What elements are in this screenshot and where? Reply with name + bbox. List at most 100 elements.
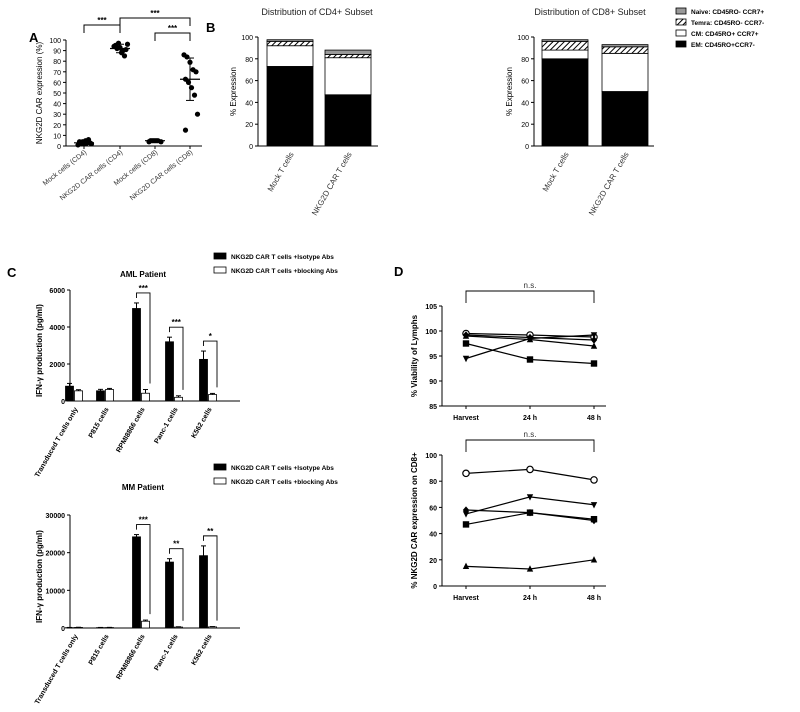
B-legend-label: CM: CD45RO+ CCR7+ — [691, 31, 759, 38]
C1-bar — [199, 358, 208, 402]
B1-title: Distribution of CD4+ Subset — [261, 7, 373, 17]
B2-y-tick-label: 0 — [525, 144, 529, 151]
C1-bar — [96, 390, 105, 402]
B1-y-tick-label: 80 — [245, 57, 253, 64]
C1-bar — [208, 394, 217, 402]
D1-data-point — [590, 336, 598, 344]
A-y-tick-label: 70 — [53, 70, 61, 77]
A-point — [123, 46, 129, 53]
B2-y-tick-label: 80 — [521, 57, 529, 64]
A-point — [193, 69, 199, 75]
A-sig-bracket-2-label: *** — [150, 9, 160, 18]
B1-y-tick-label: 100 — [241, 35, 253, 42]
D1-x-tick-label: 48 h — [587, 415, 601, 422]
D1-data-point — [462, 355, 470, 363]
C1-x-tick-label: Panc-1 cells — [153, 406, 179, 445]
C1-y-tick-label: 2000 — [49, 362, 65, 369]
C1-bar — [141, 392, 150, 402]
D2-data-point — [462, 562, 470, 570]
A-point — [88, 141, 95, 147]
D2-data-point — [462, 506, 470, 514]
B2-bar-segment — [541, 58, 589, 147]
D2-ns-bracket — [465, 439, 595, 452]
D1-data-point — [590, 360, 598, 367]
C1-y-label: IFN-γ production (pg/ml) — [35, 304, 44, 397]
B1-y-tick-label: 60 — [245, 79, 253, 86]
C1-bar — [174, 396, 183, 402]
D1-data-point — [590, 332, 598, 339]
B2-bar-segment — [601, 91, 649, 147]
C2-x-tick-label: Panc-1 cells — [153, 633, 179, 672]
C2-y-tick-label: 20000 — [46, 551, 66, 558]
A-point — [124, 41, 131, 47]
B1-y-label: % Expression — [229, 67, 238, 116]
C2-bar — [141, 620, 150, 629]
D2-y-tick-label: 60 — [429, 505, 437, 512]
C2-x-tick-label: Transduced T cells only — [34, 633, 80, 705]
A-point — [158, 139, 164, 145]
C1-x-tick-label: P815 cells — [88, 406, 111, 439]
B-legend-swatch — [675, 18, 687, 26]
C1-legend-swatch — [213, 252, 227, 260]
B-legend-label: Naive: CD45RO- CCR7+ — [691, 9, 764, 16]
B-legend-label: Temra: CD45RO- CCR7- — [691, 20, 764, 27]
C2-sig-label: *** — [139, 516, 149, 525]
C2-y-tick-label: 0 — [61, 626, 65, 633]
D1-data-point — [526, 356, 534, 363]
B2-bar-segment — [601, 52, 649, 92]
A-y-tick-label: 40 — [53, 102, 61, 109]
C2-legend-swatch — [213, 477, 227, 485]
C2-sig-bracket — [136, 524, 151, 615]
C2-bar — [165, 561, 174, 629]
D1-x-tick-label: Harvest — [453, 415, 479, 422]
C2-legend-label: NKG2D CAR T cells +blocking Abs — [231, 479, 338, 486]
A-sig-bracket-2 — [119, 17, 191, 26]
B2-x-tick-label: NKG2D CAR T cells — [587, 151, 631, 218]
B1-bar-segment — [266, 40, 314, 47]
B1-bar-segment — [324, 54, 372, 59]
D2-y-tick-label: 100 — [425, 453, 437, 460]
D1-data-point — [590, 342, 598, 349]
B-legend-label: EM: CD45RO+CCR7- — [691, 42, 755, 49]
A-y-tick-label: 90 — [53, 49, 61, 56]
A-y-label: NKG2D CAR expression (%) — [35, 42, 44, 145]
A-point — [85, 137, 92, 143]
C1-x-tick-label: Transduced T cells only — [34, 406, 80, 478]
panel-label-d: D — [394, 264, 403, 279]
D1-y-tick-label: 90 — [429, 379, 437, 386]
C1-legend-swatch — [213, 266, 227, 274]
D2-x-tick-label: Harvest — [453, 595, 479, 602]
B2-y-tick-label: 100 — [517, 35, 529, 42]
panel-label-a: A — [29, 30, 39, 45]
A-point — [121, 53, 128, 59]
panel-label-c: C — [7, 265, 17, 280]
C2-sig-label: ** — [173, 540, 180, 549]
D2-x-tick-label: 48 h — [587, 595, 601, 602]
C1-sig-bracket — [203, 340, 218, 388]
B-legend-swatch — [675, 7, 687, 15]
D1-y-tick-label: 100 — [425, 329, 437, 336]
C2-x-tick-label: P815 cells — [88, 633, 111, 666]
C1-bar — [165, 341, 174, 402]
B1-y-tick-label: 40 — [245, 100, 253, 107]
D2-data-point — [462, 521, 470, 528]
B2-y-tick-label: 60 — [521, 79, 529, 86]
B2-x-tick-label: Mock T cells — [541, 151, 571, 194]
A-x-tick-label: NKG2D CAR cells (CD8) — [129, 149, 194, 202]
D2-data-point — [590, 502, 598, 509]
panel-label-b: B — [206, 20, 215, 35]
A-sig-bracket-3 — [154, 32, 191, 41]
B2-y-tick-label: 20 — [521, 122, 529, 129]
A-sig-bracket-3-label: *** — [168, 24, 178, 33]
A-point — [184, 54, 190, 60]
C1-bar — [105, 389, 114, 402]
D2-data-point — [526, 494, 534, 501]
C1-x-tick-label: RPMI8866 cells — [115, 406, 146, 453]
B1-y-tick-label: 20 — [245, 122, 253, 129]
D2-y-tick-label: 20 — [429, 558, 437, 565]
C1-sig-bracket — [136, 292, 151, 384]
B2-bar-segment — [541, 40, 589, 51]
C1-sig-label: *** — [172, 318, 182, 327]
C2-y-label: IFN-γ production (pg/ml) — [35, 530, 44, 623]
D1-y-tick-label: 85 — [429, 404, 437, 411]
